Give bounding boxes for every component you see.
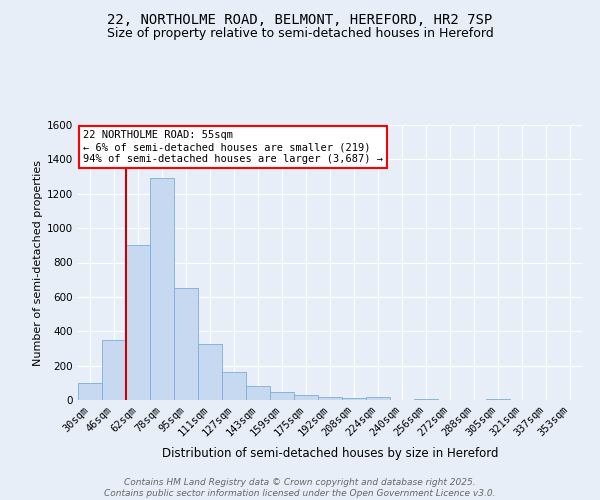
Bar	[198, 344, 222, 400]
Bar	[294, 395, 318, 400]
Bar	[222, 372, 246, 400]
Y-axis label: Number of semi-detached properties: Number of semi-detached properties	[33, 160, 43, 366]
Bar	[342, 398, 366, 400]
Bar	[246, 386, 270, 400]
Bar	[366, 398, 390, 400]
Bar	[102, 340, 126, 400]
Bar	[174, 288, 198, 400]
Text: 22, NORTHOLME ROAD, BELMONT, HEREFORD, HR2 7SP: 22, NORTHOLME ROAD, BELMONT, HEREFORD, H…	[107, 12, 493, 26]
Bar	[270, 392, 294, 400]
Bar	[150, 178, 174, 400]
Bar	[78, 383, 102, 400]
Bar	[318, 396, 342, 400]
X-axis label: Distribution of semi-detached houses by size in Hereford: Distribution of semi-detached houses by …	[162, 447, 498, 460]
Text: Contains HM Land Registry data © Crown copyright and database right 2025.
Contai: Contains HM Land Registry data © Crown c…	[104, 478, 496, 498]
Text: Size of property relative to semi-detached houses in Hereford: Size of property relative to semi-detach…	[107, 28, 493, 40]
Bar	[126, 246, 150, 400]
Bar	[414, 399, 438, 400]
Bar	[486, 399, 510, 400]
Text: 22 NORTHOLME ROAD: 55sqm
← 6% of semi-detached houses are smaller (219)
94% of s: 22 NORTHOLME ROAD: 55sqm ← 6% of semi-de…	[83, 130, 383, 164]
